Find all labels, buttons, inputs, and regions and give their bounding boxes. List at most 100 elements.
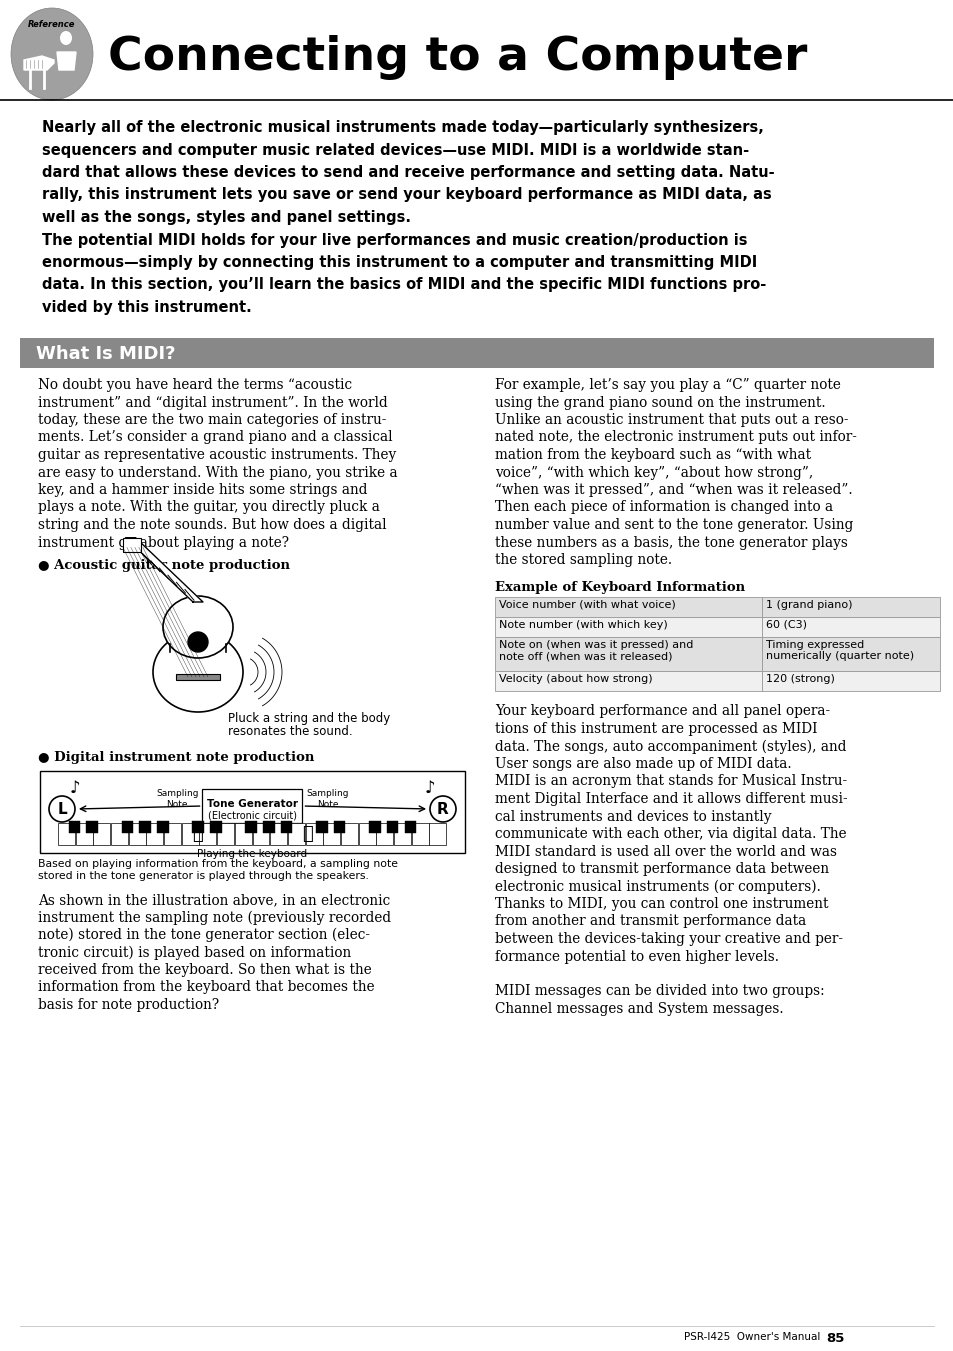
Text: formance potential to even higher levels.: formance potential to even higher levels… xyxy=(495,950,779,963)
Text: 1 (grand piano): 1 (grand piano) xyxy=(765,600,852,609)
Ellipse shape xyxy=(430,796,456,821)
Ellipse shape xyxy=(49,796,75,821)
Text: number value and sent to the tone generator. Using: number value and sent to the tone genera… xyxy=(495,517,853,532)
Text: instrument go about playing a note?: instrument go about playing a note? xyxy=(38,535,289,550)
Text: from another and transmit performance data: from another and transmit performance da… xyxy=(495,915,805,928)
Text: For example, let’s say you play a “C” quarter note: For example, let’s say you play a “C” qu… xyxy=(495,378,840,392)
Ellipse shape xyxy=(11,8,92,100)
Text: cal instruments and devices to instantly: cal instruments and devices to instantly xyxy=(495,809,771,824)
Bar xyxy=(86,821,97,834)
Bar xyxy=(288,823,305,844)
Ellipse shape xyxy=(163,596,233,658)
Text: Your keyboard performance and all panel opera-: Your keyboard performance and all panel … xyxy=(495,704,829,719)
Text: received from the keyboard. So then what is the: received from the keyboard. So then what… xyxy=(38,963,372,977)
Text: Nearly all of the electronic musical instruments made today—particularly synthes: Nearly all of the electronic musical ins… xyxy=(42,120,763,135)
Bar xyxy=(170,644,226,653)
Text: key, and a hammer inside hits some strings and: key, and a hammer inside hits some strin… xyxy=(38,484,367,497)
Bar xyxy=(58,823,75,844)
Bar xyxy=(334,821,345,834)
Bar xyxy=(253,823,269,844)
Text: ment Digital Interface and it allows different musi-: ment Digital Interface and it allows dif… xyxy=(495,792,846,807)
Text: 60 (C3): 60 (C3) xyxy=(765,620,806,630)
Polygon shape xyxy=(57,51,76,70)
Bar xyxy=(323,823,340,844)
Bar xyxy=(315,821,327,834)
Text: Connecting to a Computer: Connecting to a Computer xyxy=(108,35,806,81)
Bar xyxy=(280,821,292,834)
Text: Thanks to MIDI, you can control one instrument: Thanks to MIDI, you can control one inst… xyxy=(495,897,827,911)
Bar xyxy=(375,823,393,844)
Bar xyxy=(305,823,322,844)
Text: ● Acoustic guitar note production: ● Acoustic guitar note production xyxy=(38,559,290,571)
Text: instrument” and “digital instrument”. In the world: instrument” and “digital instrument”. In… xyxy=(38,396,387,409)
Text: these numbers as a basis, the tone generator plays: these numbers as a basis, the tone gener… xyxy=(495,535,847,550)
Bar xyxy=(122,538,140,551)
Text: electronic musical instruments (or computers).: electronic musical instruments (or compu… xyxy=(495,880,820,894)
Text: resonates the sound.: resonates the sound. xyxy=(228,725,353,738)
Bar xyxy=(369,821,380,834)
Text: Playing the keyboard: Playing the keyboard xyxy=(197,848,307,859)
Bar xyxy=(157,821,169,834)
Text: ments. Let’s consider a grand piano and a classical: ments. Let’s consider a grand piano and … xyxy=(38,431,393,444)
Bar xyxy=(182,823,198,844)
Text: Based on playing information from the keyboard, a sampling note: Based on playing information from the ke… xyxy=(38,859,397,869)
Text: Timing expressed
numerically (quarter note): Timing expressed numerically (quarter no… xyxy=(765,639,913,661)
Text: rally, this instrument lets you save or send your keyboard performance as MIDI d: rally, this instrument lets you save or … xyxy=(42,188,771,203)
Text: guitar as representative acoustic instruments. They: guitar as representative acoustic instru… xyxy=(38,449,395,462)
Bar xyxy=(761,636,939,670)
Bar xyxy=(93,823,111,844)
Bar xyxy=(146,823,163,844)
Bar xyxy=(429,823,446,844)
Text: “when was it pressed”, and “when was it released”.: “when was it pressed”, and “when was it … xyxy=(495,484,852,497)
Bar xyxy=(40,771,464,852)
Bar xyxy=(111,823,128,844)
Bar xyxy=(340,823,357,844)
Text: data. The songs, auto accompaniment (styles), and: data. The songs, auto accompaniment (sty… xyxy=(495,739,845,754)
Text: MIDI messages can be divided into two groups:: MIDI messages can be divided into two gr… xyxy=(495,985,823,998)
Bar xyxy=(20,338,933,367)
Text: The potential MIDI holds for your live performances and music creation/productio: The potential MIDI holds for your live p… xyxy=(42,232,747,247)
Bar xyxy=(164,823,181,844)
Text: note) stored in the tone generator section (elec-: note) stored in the tone generator secti… xyxy=(38,928,370,943)
Text: L: L xyxy=(57,801,67,816)
Text: mation from the keyboard such as “with what: mation from the keyboard such as “with w… xyxy=(495,449,810,462)
Bar xyxy=(139,821,151,834)
Bar xyxy=(270,823,287,844)
Text: Pluck a string and the body: Pluck a string and the body xyxy=(228,712,390,725)
Text: voice”, “with which key”, “about how strong”,: voice”, “with which key”, “about how str… xyxy=(495,466,812,480)
Bar xyxy=(217,823,233,844)
Text: tions of this instrument are processed as MIDI: tions of this instrument are processed a… xyxy=(495,721,817,736)
Ellipse shape xyxy=(152,632,243,712)
Bar xyxy=(122,821,133,834)
Text: sequencers and computer music related devices—use MIDI. MIDI is a worldwide stan: sequencers and computer music related de… xyxy=(42,142,748,158)
Text: MIDI is an acronym that stands for Musical Instru-: MIDI is an acronym that stands for Music… xyxy=(495,774,846,789)
Bar xyxy=(210,821,221,834)
Text: Reference: Reference xyxy=(29,20,75,28)
Text: the stored sampling note.: the stored sampling note. xyxy=(495,553,672,567)
Text: ✋: ✋ xyxy=(192,825,203,843)
Bar xyxy=(129,823,146,844)
Text: plays a note. With the guitar, you directly pluck a: plays a note. With the guitar, you direc… xyxy=(38,500,379,515)
Bar xyxy=(245,821,256,834)
Bar xyxy=(761,616,939,636)
Bar xyxy=(202,789,302,823)
Text: data. In this section, you’ll learn the basics of MIDI and the specific MIDI fun: data. In this section, you’ll learn the … xyxy=(42,277,765,293)
Text: well as the songs, styles and panel settings.: well as the songs, styles and panel sett… xyxy=(42,209,411,226)
Text: nated note, the electronic instrument puts out infor-: nated note, the electronic instrument pu… xyxy=(495,431,856,444)
Text: string and the note sounds. But how does a digital: string and the note sounds. But how does… xyxy=(38,517,386,532)
Text: enormous—simply by connecting this instrument to a computer and transmitting MID: enormous—simply by connecting this instr… xyxy=(42,255,757,270)
Text: Example of Keyboard Information: Example of Keyboard Information xyxy=(495,581,744,593)
Text: dard that allows these devices to send and receive performance and setting data.: dard that allows these devices to send a… xyxy=(42,165,774,180)
Text: No doubt you have heard the terms “acoustic: No doubt you have heard the terms “acous… xyxy=(38,378,352,392)
Text: MIDI standard is used all over the world and was: MIDI standard is used all over the world… xyxy=(495,844,836,858)
Text: 120 (strong): 120 (strong) xyxy=(765,674,834,684)
Text: Sampling
Note: Sampling Note xyxy=(156,789,198,809)
Text: Unlike an acoustic instrument that puts out a reso-: Unlike an acoustic instrument that puts … xyxy=(495,413,847,427)
Bar xyxy=(234,823,252,844)
Bar xyxy=(411,823,428,844)
Text: using the grand piano sound on the instrument.: using the grand piano sound on the instr… xyxy=(495,396,824,409)
Bar xyxy=(761,670,939,690)
Bar xyxy=(404,821,416,834)
Text: tronic circuit) is played based on information: tronic circuit) is played based on infor… xyxy=(38,946,351,961)
Bar xyxy=(387,821,398,834)
